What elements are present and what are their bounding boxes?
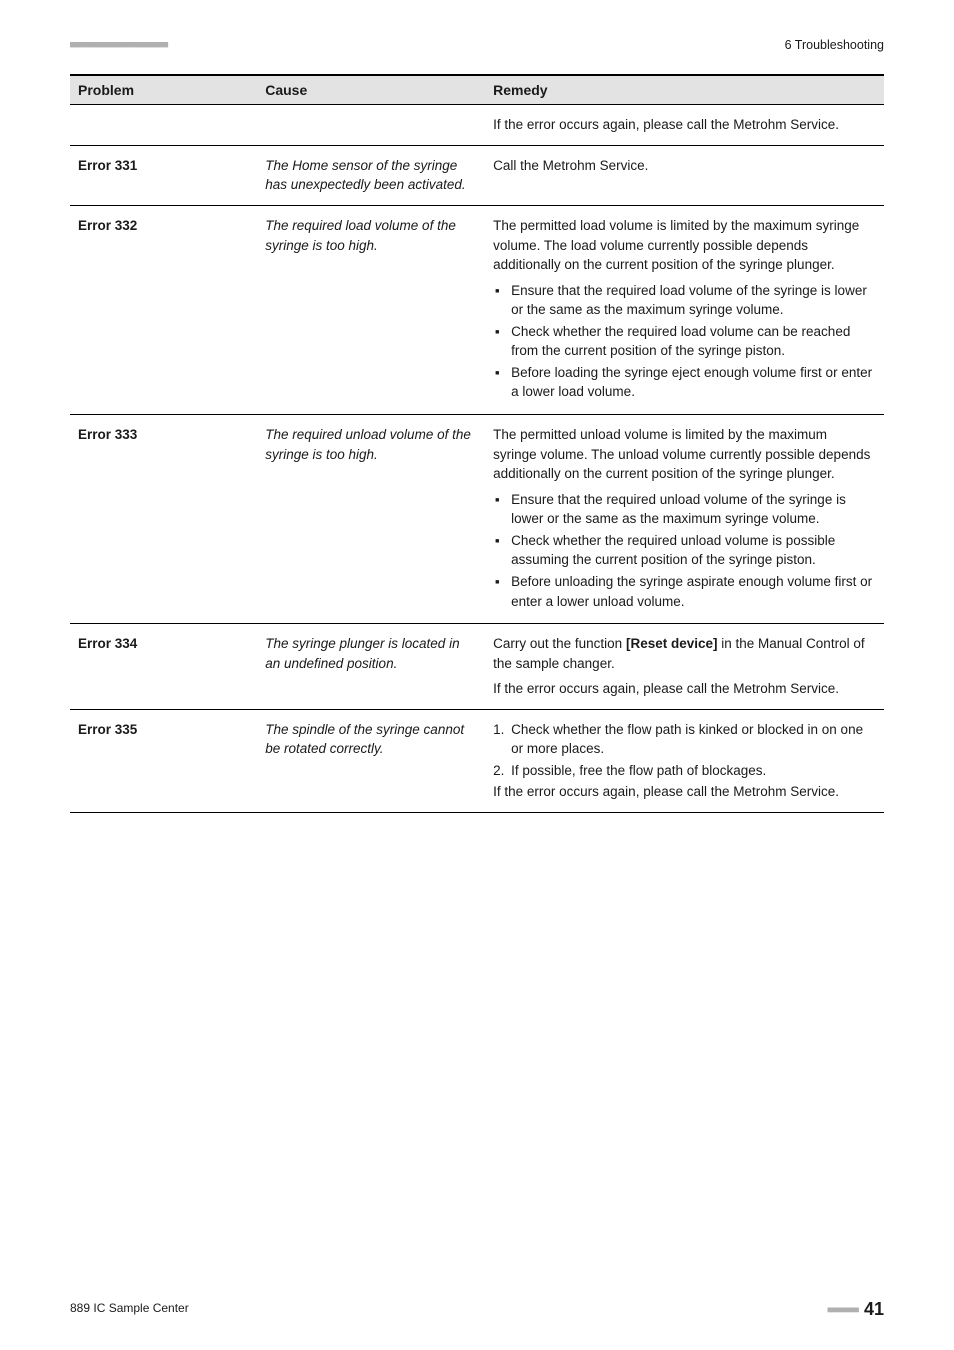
footer-dots: ■■■■■■■■ xyxy=(827,1305,858,1314)
cell-cause xyxy=(257,105,485,146)
cell-problem xyxy=(70,105,257,146)
remedy-bullets: Ensure that the required load volume of … xyxy=(493,281,874,402)
cell-remedy: Call the Metrohm Service. xyxy=(485,145,884,205)
col-header-problem: Problem xyxy=(70,75,257,105)
bullet-item: Before loading the syringe eject enough … xyxy=(511,363,874,402)
table-row: Error 333The required unload volume of t… xyxy=(70,415,884,624)
numbered-item: If possible, free the flow path of block… xyxy=(511,761,874,781)
remedy-paragraph: Call the Metrohm Service. xyxy=(493,156,874,176)
table-row: Error 335The spindle of the syringe cann… xyxy=(70,709,884,812)
remedy-paragraph: If the error occurs again, please call t… xyxy=(493,115,874,135)
remedy-paragraph: The permitted unload volume is limited b… xyxy=(493,425,874,484)
troubleshooting-table: Problem Cause Remedy If the error occurs… xyxy=(70,74,884,813)
remedy-paragraph: If the error occurs again, please call t… xyxy=(493,782,874,802)
bullet-item: Before unloading the syringe aspirate en… xyxy=(511,572,874,611)
bullet-item: Check whether the required load volume c… xyxy=(511,322,874,361)
table-row: Error 331The Home sensor of the syringe … xyxy=(70,145,884,205)
cell-cause: The required unload volume of the syring… xyxy=(257,415,485,624)
cell-cause: The syringe plunger is located in an und… xyxy=(257,624,485,710)
cell-remedy: Carry out the function [Reset device] in… xyxy=(485,624,884,710)
remedy-paragraph: The permitted load volume is limited by … xyxy=(493,216,874,275)
cell-cause: The spindle of the syringe cannot be rot… xyxy=(257,709,485,812)
cell-cause: The required load volume of the syringe … xyxy=(257,205,485,414)
cell-problem: Error 332 xyxy=(70,205,257,414)
cell-remedy: If the error occurs again, please call t… xyxy=(485,105,884,146)
cell-cause: The Home sensor of the syringe has unexp… xyxy=(257,145,485,205)
bullet-item: Check whether the required unload volume… xyxy=(511,531,874,570)
cell-problem: Error 335 xyxy=(70,709,257,812)
page-footer: 889 IC Sample Center ■■■■■■■■ 41 xyxy=(70,1259,884,1320)
cell-remedy: The permitted load volume is limited by … xyxy=(485,205,884,414)
cell-remedy: Check whether the flow path is kinked or… xyxy=(485,709,884,812)
remedy-paragraph: If the error occurs again, please call t… xyxy=(493,679,874,699)
footer-product: 889 IC Sample Center xyxy=(70,1301,189,1315)
chapter-title: 6 Troubleshooting xyxy=(785,38,884,52)
remedy-bullets: Ensure that the required unload volume o… xyxy=(493,490,874,611)
cell-problem: Error 331 xyxy=(70,145,257,205)
table-row: Error 332The required load volume of the… xyxy=(70,205,884,414)
remedy-numbered: Check whether the flow path is kinked or… xyxy=(493,720,874,781)
col-header-remedy: Remedy xyxy=(485,75,884,105)
bullet-item: Ensure that the required load volume of … xyxy=(511,281,874,320)
header-dots: ■■■■■■■■■■■■■■■■■■■■■■ xyxy=(70,40,167,50)
numbered-item: Check whether the flow path is kinked or… xyxy=(511,720,874,759)
cell-problem: Error 333 xyxy=(70,415,257,624)
page-number: 41 xyxy=(864,1299,884,1320)
col-header-cause: Cause xyxy=(257,75,485,105)
remedy-paragraph: Carry out the function [Reset device] in… xyxy=(493,634,874,673)
table-header-row: Problem Cause Remedy xyxy=(70,75,884,105)
cell-remedy: The permitted unload volume is limited b… xyxy=(485,415,884,624)
table-row: Error 334The syringe plunger is located … xyxy=(70,624,884,710)
cell-problem: Error 334 xyxy=(70,624,257,710)
page-header: ■■■■■■■■■■■■■■■■■■■■■■ 6 Troubleshooting xyxy=(70,38,884,52)
bullet-item: Ensure that the required unload volume o… xyxy=(511,490,874,529)
table-row: If the error occurs again, please call t… xyxy=(70,105,884,146)
footer-right: ■■■■■■■■ 41 xyxy=(827,1299,884,1320)
